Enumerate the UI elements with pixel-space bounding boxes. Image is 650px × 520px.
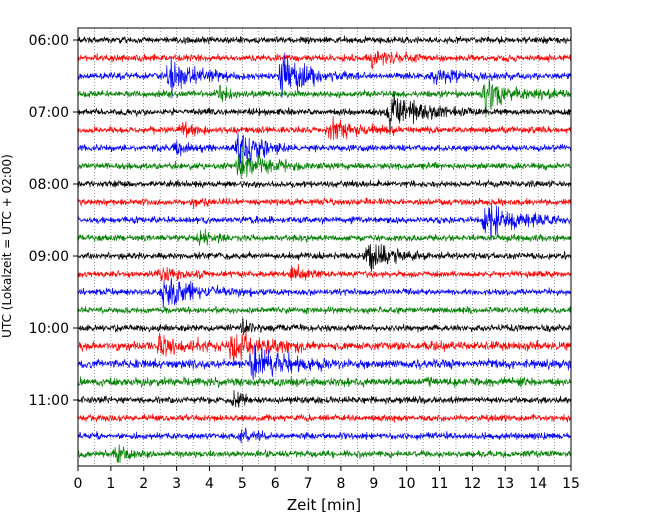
trace-1130: [77, 427, 572, 444]
x-tick-label: 5: [238, 476, 247, 492]
x-axis-label: Zeit [min]: [287, 496, 361, 514]
y-tick-label: 06:00: [29, 33, 69, 49]
x-tick-label: 8: [336, 476, 345, 492]
trace-0845: [77, 228, 572, 246]
y-tick-label: 11:00: [29, 393, 69, 409]
x-tick-label: 15: [562, 476, 580, 492]
trace-0715: [77, 115, 572, 140]
trace-0945: [77, 305, 572, 315]
x-tick-label: 14: [529, 476, 547, 492]
x-tick-label: 0: [74, 476, 83, 492]
y-axis-ticks: 06:00 07:00 08:00 09:00 10:00 11:00: [29, 33, 78, 409]
y-tick-label: 07:00: [29, 105, 69, 121]
trace-1000: [77, 317, 571, 336]
trace-rows: [77, 35, 572, 464]
trace-0815: [77, 197, 572, 210]
x-tick-label: 7: [304, 476, 313, 492]
trace-0700: [77, 93, 572, 135]
trace-0915: [77, 264, 572, 282]
trace-0745: [77, 145, 571, 179]
y-axis-label: UTC (Lokalzeit = UTC + 02:00): [0, 154, 14, 338]
y-tick-label: 09:00: [29, 249, 69, 265]
trace-1030: [77, 344, 572, 381]
x-tick-label: 1: [106, 476, 115, 492]
trace-0600: [77, 35, 572, 45]
trace-0630: [77, 52, 572, 99]
trace-1145: [77, 444, 572, 464]
y-tick-label: 10:00: [29, 321, 69, 337]
x-tick-label: 3: [172, 476, 181, 492]
x-tick-label: 11: [431, 476, 449, 492]
x-tick-label: 10: [398, 476, 416, 492]
x-axis-ticks: 0 1 2 3 4 5 6 7 8 9 10 11 12 13 14 15: [74, 466, 580, 492]
x-tick-label: 9: [369, 476, 378, 492]
x-tick-label: 13: [496, 476, 514, 492]
trace-1115: [77, 413, 572, 423]
trace-0930: [77, 277, 572, 309]
trace-0800: [77, 179, 572, 189]
y-tick-label: 08:00: [29, 177, 69, 193]
x-tick-label: 2: [139, 476, 148, 492]
trace-0730: [77, 132, 572, 165]
trace-1100: [77, 390, 572, 408]
x-tick-label: 4: [205, 476, 214, 492]
x-tick-label: 6: [271, 476, 280, 492]
trace-0900: [77, 243, 572, 272]
vertical-grid: [94, 28, 555, 466]
trace-0645: [77, 79, 572, 118]
x-tick-label: 12: [463, 476, 481, 492]
plot-frame: [77, 27, 572, 467]
trace-1015: [77, 329, 572, 365]
trace-0615: [77, 50, 572, 70]
trace-0830: [77, 203, 572, 240]
trace-1045: [77, 375, 572, 389]
